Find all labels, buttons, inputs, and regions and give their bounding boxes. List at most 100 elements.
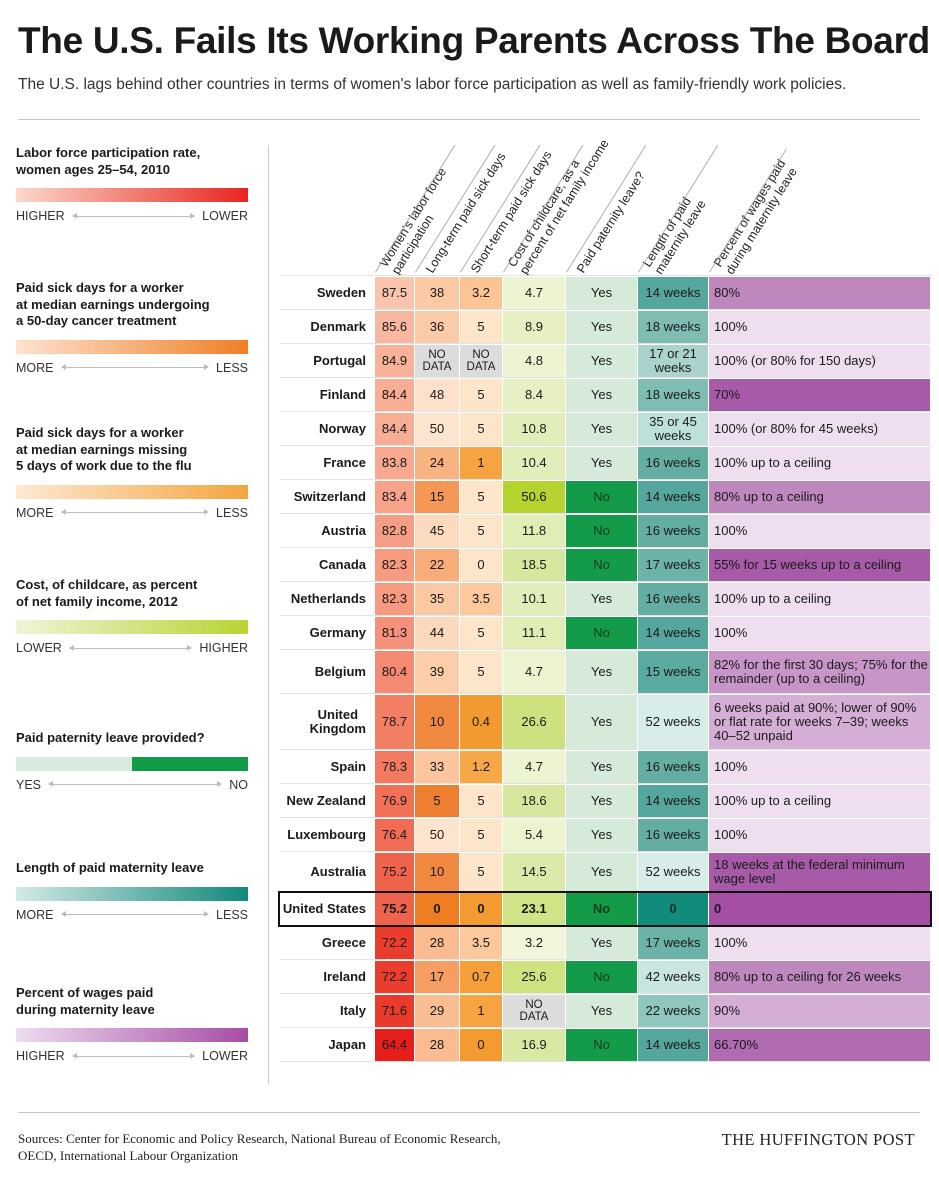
table-cell: No — [566, 961, 637, 993]
table-cell: 11.1 — [503, 617, 565, 649]
country-name: Australia — [310, 864, 366, 879]
table-cell: 4.8 — [503, 345, 565, 377]
table-cell: 50.6 — [503, 481, 565, 513]
double-arrow-icon — [60, 509, 209, 515]
table-cell: Yes — [566, 447, 637, 479]
table-cell: 0 — [460, 549, 502, 581]
row-divider — [280, 649, 931, 650]
table-cell: 48 — [415, 379, 459, 411]
legend-low-label: MORE — [16, 505, 54, 520]
table-cell: 5 — [415, 785, 459, 817]
legend-scale-labels: MORE LESS — [16, 908, 248, 922]
table-cell: 0.4 — [460, 695, 502, 749]
column-header: Percent of wages paid during maternity le… — [711, 157, 800, 277]
table-cell: 18 weeks at the federal minimum wage lev… — [709, 853, 930, 891]
table-cell: 28 — [415, 927, 459, 959]
legend-color-scale — [16, 886, 248, 901]
legend-title: Paid paternity leave provided? — [16, 730, 205, 745]
table-cell: 16 weeks — [638, 751, 708, 783]
legend-color-scale — [16, 188, 248, 202]
row-divider — [280, 783, 931, 784]
legend-high-label: NO — [229, 777, 248, 792]
table-cell: NO DATA — [460, 345, 502, 377]
table-cell: 87.5 — [375, 277, 414, 309]
table-cell: 14 weeks — [638, 481, 708, 513]
table-cell: 0 — [460, 893, 502, 925]
legend-7: Percent of wages paid during maternity le… — [16, 985, 248, 1063]
double-arrow-icon — [71, 1052, 195, 1059]
table-cell: 100% — [709, 617, 930, 649]
table-cell: 10.1 — [503, 583, 565, 615]
double-arrow-icon — [71, 212, 195, 219]
table-cell: Yes — [566, 819, 637, 851]
legend-title: Paid sick days for a worker at median ear… — [16, 280, 210, 328]
table-cell: 5 — [460, 617, 502, 649]
table-cell: 75.2 — [375, 853, 414, 891]
table-cell: 82.3 — [375, 583, 414, 615]
table-cell: NO DATA — [503, 995, 565, 1027]
legend-low-label: LOWER — [16, 641, 62, 655]
table-cell: 15 weeks — [638, 651, 708, 693]
publisher-brand: THE HUFFINGTON POST — [721, 1130, 915, 1149]
page-subtitle: The U.S. lags behind other countries in … — [18, 76, 847, 93]
country-name: Germany — [309, 625, 366, 640]
table-cell: 90% — [709, 995, 930, 1027]
bottom-divider — [18, 1112, 920, 1113]
table-cell: 16.9 — [503, 1029, 565, 1061]
table-cell: 36 — [415, 311, 459, 343]
table-cell: 22 — [415, 549, 459, 581]
table-cell: 3.2 — [503, 927, 565, 959]
table-cell: 16 weeks — [638, 819, 708, 851]
legend-3: Paid sick days for a worker at median ear… — [16, 425, 248, 520]
country-name: Norway — [319, 421, 366, 436]
table-cell: 1 — [460, 447, 502, 479]
table-cell: 23.1 — [503, 893, 565, 925]
legend-low-label: YES — [16, 777, 42, 792]
table-cell: 3.2 — [460, 277, 502, 309]
row-divider — [280, 581, 931, 582]
table-cell: 17 weeks — [638, 549, 708, 581]
legend-1: Labor force participation rate, women age… — [16, 145, 248, 223]
table-cell: 15 — [415, 481, 459, 513]
table-cell: 5 — [460, 785, 502, 817]
table-cell: 55% for 15 weeks up to a ceiling — [709, 549, 930, 581]
legend-scale-labels: MORE LESS — [16, 506, 248, 520]
country-name: France — [323, 455, 366, 470]
table-cell: 5 — [460, 853, 502, 891]
table-cell: 84.4 — [375, 413, 414, 445]
table-cell: 1.2 — [460, 751, 502, 783]
table-cell: Yes — [566, 379, 637, 411]
legend-high-label: HIGHER — [199, 641, 248, 655]
table-cell: Yes — [566, 345, 637, 377]
table-cell: 82.8 — [375, 515, 414, 547]
table-cell: 11.8 — [503, 515, 565, 547]
table-cell: 5 — [460, 413, 502, 445]
table-cell: 45 — [415, 515, 459, 547]
table-cell: 85.6 — [375, 311, 414, 343]
row-divider — [280, 343, 931, 344]
table-cell: 17 — [415, 961, 459, 993]
table-cell: 14 weeks — [638, 1029, 708, 1061]
table-cell: 25.6 — [503, 961, 565, 993]
table-cell: 5 — [460, 481, 502, 513]
table-cell: 38 — [415, 277, 459, 309]
legend-scale-labels: HIGHER LOWER — [16, 1049, 248, 1063]
row-divider — [280, 445, 931, 446]
country-name: Canada — [319, 557, 366, 572]
legend-low-label: HIGHER — [16, 1049, 65, 1063]
table-cell: 75.2 — [375, 893, 414, 925]
table-cell: 4.7 — [503, 651, 565, 693]
table-cell: 5 — [460, 819, 502, 851]
table-cell: 39 — [415, 651, 459, 693]
legend-high-label: LOWER — [202, 209, 248, 223]
column-header: Women's labor force participation — [377, 165, 450, 277]
country-name: Greece — [321, 935, 366, 950]
double-arrow-icon — [60, 911, 209, 917]
table-cell: 5 — [460, 515, 502, 547]
table-cell: 3.5 — [460, 583, 502, 615]
table-cell: 18 weeks — [638, 311, 708, 343]
table-cell: 14.5 — [503, 853, 565, 891]
double-arrow-icon — [60, 364, 209, 370]
table-cell: 100% — [709, 927, 930, 959]
table-cell: 33 — [415, 751, 459, 783]
